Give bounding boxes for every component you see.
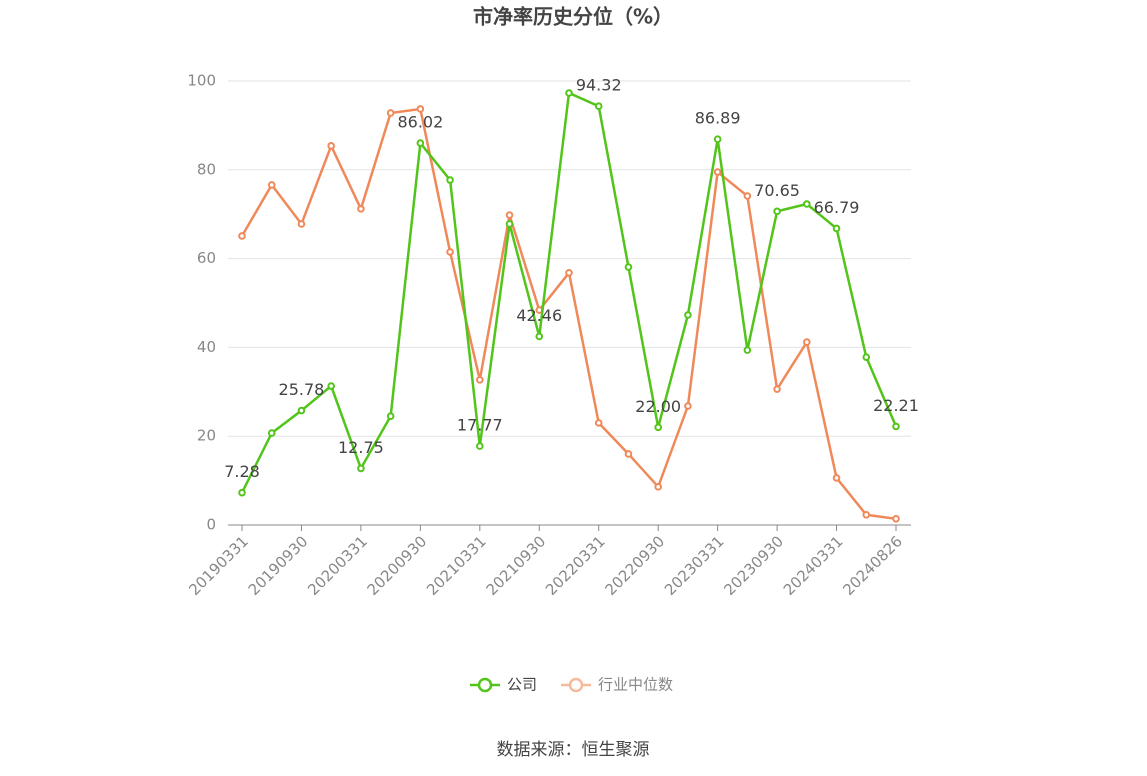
data-point — [654, 483, 662, 491]
data-point — [743, 192, 752, 200]
data-point — [327, 382, 335, 390]
source: 数据来源：恒生聚源 — [497, 740, 650, 760]
data-point — [713, 168, 722, 176]
legend-label: 行业中位数 — [598, 676, 673, 694]
x-tick-label: 20230331 — [661, 532, 728, 599]
legend-marker — [568, 677, 584, 693]
x-tick-label: 20190930 — [245, 532, 312, 599]
data-label: 42.46 — [516, 306, 562, 325]
data-point — [238, 232, 246, 240]
data-point — [446, 176, 454, 184]
data-point — [327, 142, 335, 150]
data-point — [862, 510, 871, 519]
data-point — [594, 102, 603, 111]
data-point — [505, 220, 514, 228]
data-point — [773, 385, 781, 393]
x-tick-label: 20210331 — [423, 532, 490, 599]
legend-marker — [477, 677, 493, 693]
data-point — [297, 406, 306, 415]
legend-label: 公司 — [507, 676, 537, 694]
x-tick-label: 20210930 — [483, 532, 550, 599]
data-point — [684, 311, 692, 319]
data-label: 94.32 — [576, 76, 622, 95]
data-point — [297, 220, 306, 228]
data-point — [713, 135, 722, 144]
data-point — [832, 224, 841, 233]
series-line — [240, 91, 898, 494]
data-point — [238, 488, 246, 497]
x-tick-label: 20220930 — [601, 532, 668, 599]
data-label: 25.78 — [279, 380, 325, 399]
data-point — [386, 109, 395, 117]
data-label: 17.77 — [457, 416, 503, 435]
y-tick-label: 40 — [197, 338, 216, 356]
data-point — [267, 429, 276, 437]
data-label: 22.21 — [873, 396, 919, 415]
data-point — [624, 263, 633, 271]
data-point — [357, 205, 365, 213]
x-tick-label: 20200331 — [304, 532, 371, 599]
data-label: 22.00 — [635, 397, 681, 416]
data-label: 66.79 — [814, 198, 860, 217]
data-point — [565, 269, 573, 277]
x-tick-label: 20230930 — [720, 532, 787, 599]
data-point — [446, 248, 454, 256]
y-tick-label: 80 — [197, 160, 216, 178]
x-tick-label: 20240826 — [839, 532, 906, 599]
data-point — [892, 514, 900, 523]
data-point — [267, 181, 276, 189]
data-label: 70.65 — [754, 181, 800, 200]
data-point — [476, 442, 484, 450]
data-point — [386, 412, 395, 421]
x-tick-label: 20240331 — [780, 532, 847, 599]
y-tick-label: 20 — [197, 427, 216, 445]
data-point — [862, 353, 871, 361]
y-tick-label: 0 — [206, 516, 216, 534]
data-point — [535, 332, 544, 341]
data-point — [773, 207, 781, 216]
data-point — [743, 346, 752, 354]
chart-title: 市净率历史分位（%） — [473, 5, 673, 29]
series-line — [240, 107, 897, 521]
data-point — [476, 376, 484, 384]
x-tick-label: 20190331 — [185, 532, 252, 599]
data-point — [416, 139, 425, 147]
x-tick-label: 20220331 — [542, 532, 609, 599]
data-point — [594, 419, 603, 427]
data-point — [565, 89, 573, 97]
y-tick-label: 60 — [197, 249, 216, 267]
y-tick-label: 100 — [187, 72, 216, 90]
data-label: 86.89 — [695, 109, 741, 128]
data-point — [684, 402, 692, 410]
data-point — [357, 464, 365, 473]
data-point — [416, 105, 425, 113]
x-tick-label: 20200930 — [364, 532, 431, 599]
data-point — [803, 338, 811, 346]
data-point — [505, 211, 514, 219]
data-point — [624, 450, 633, 458]
data-label: 86.02 — [397, 113, 443, 132]
data-point — [803, 200, 811, 208]
data-point — [654, 423, 662, 432]
data-label: 12.75 — [338, 438, 384, 457]
data-label: 7.28 — [224, 462, 260, 481]
data-point — [832, 474, 841, 482]
data-point — [892, 422, 900, 431]
